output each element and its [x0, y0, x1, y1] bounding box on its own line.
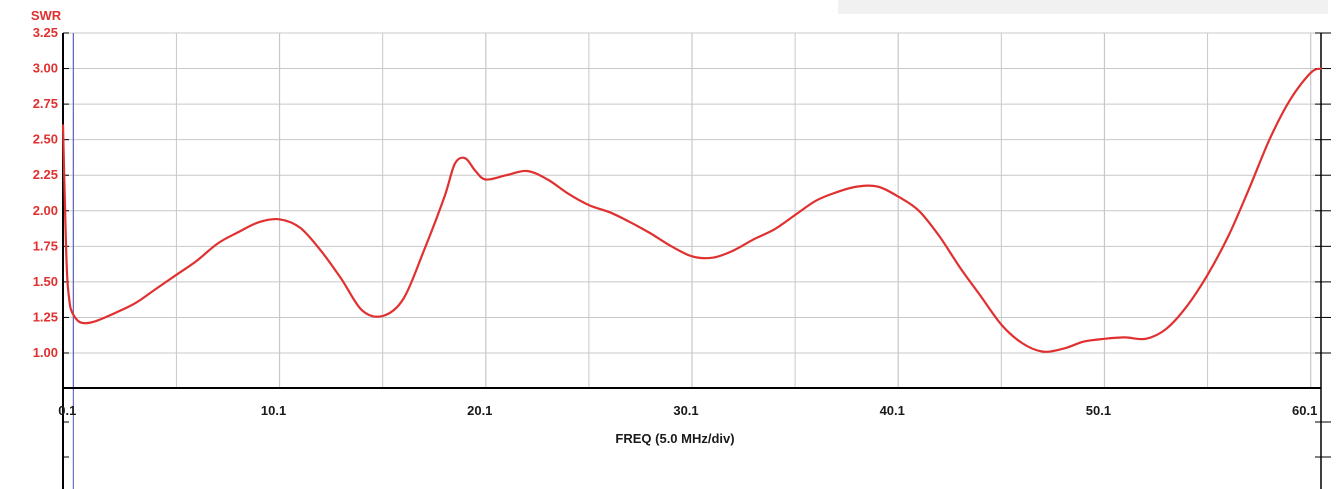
x-tick-label: 0.1: [58, 403, 76, 418]
x-tick-label: 40.1: [880, 403, 905, 418]
y-tick-label: 2.50: [33, 132, 58, 147]
y-tick-label: 2.75: [33, 96, 58, 111]
x-tick-label: 50.1: [1086, 403, 1111, 418]
y-tick-label: 1.25: [33, 309, 58, 324]
y-axis-label: SWR: [31, 8, 62, 23]
x-tick-label: 30.1: [673, 403, 698, 418]
x-tick-label: 60.1: [1292, 403, 1317, 418]
y-tick-label: 3.25: [33, 25, 58, 40]
x-tick-labels: 0.1 10.1 20.1 30.1 40.1 50.1 60.1: [58, 403, 1317, 418]
y-tick-label: 1.00: [33, 345, 58, 360]
y-tick-labels: 1.00 1.25 1.50 1.75 2.00 2.25 2.50 2.75 3.00 3.25: [33, 25, 58, 360]
y-tick-label: 1.50: [33, 274, 58, 289]
axes: [62, 32, 1331, 489]
y-tick-label: 1.75: [33, 238, 58, 253]
y-tick-label: 3.00: [33, 61, 58, 76]
x-tick-label: 10.1: [261, 403, 286, 418]
grid-lines: [63, 32, 1321, 388]
y-tick-label: 2.00: [33, 203, 58, 218]
y-tick-label: 2.25: [33, 167, 58, 182]
x-axis-label: FREQ (5.0 MHz/div): [615, 431, 734, 446]
x-tick-label: 20.1: [467, 403, 492, 418]
corner-band: [838, 0, 1328, 14]
swr-series-line: [61, 67, 1323, 353]
